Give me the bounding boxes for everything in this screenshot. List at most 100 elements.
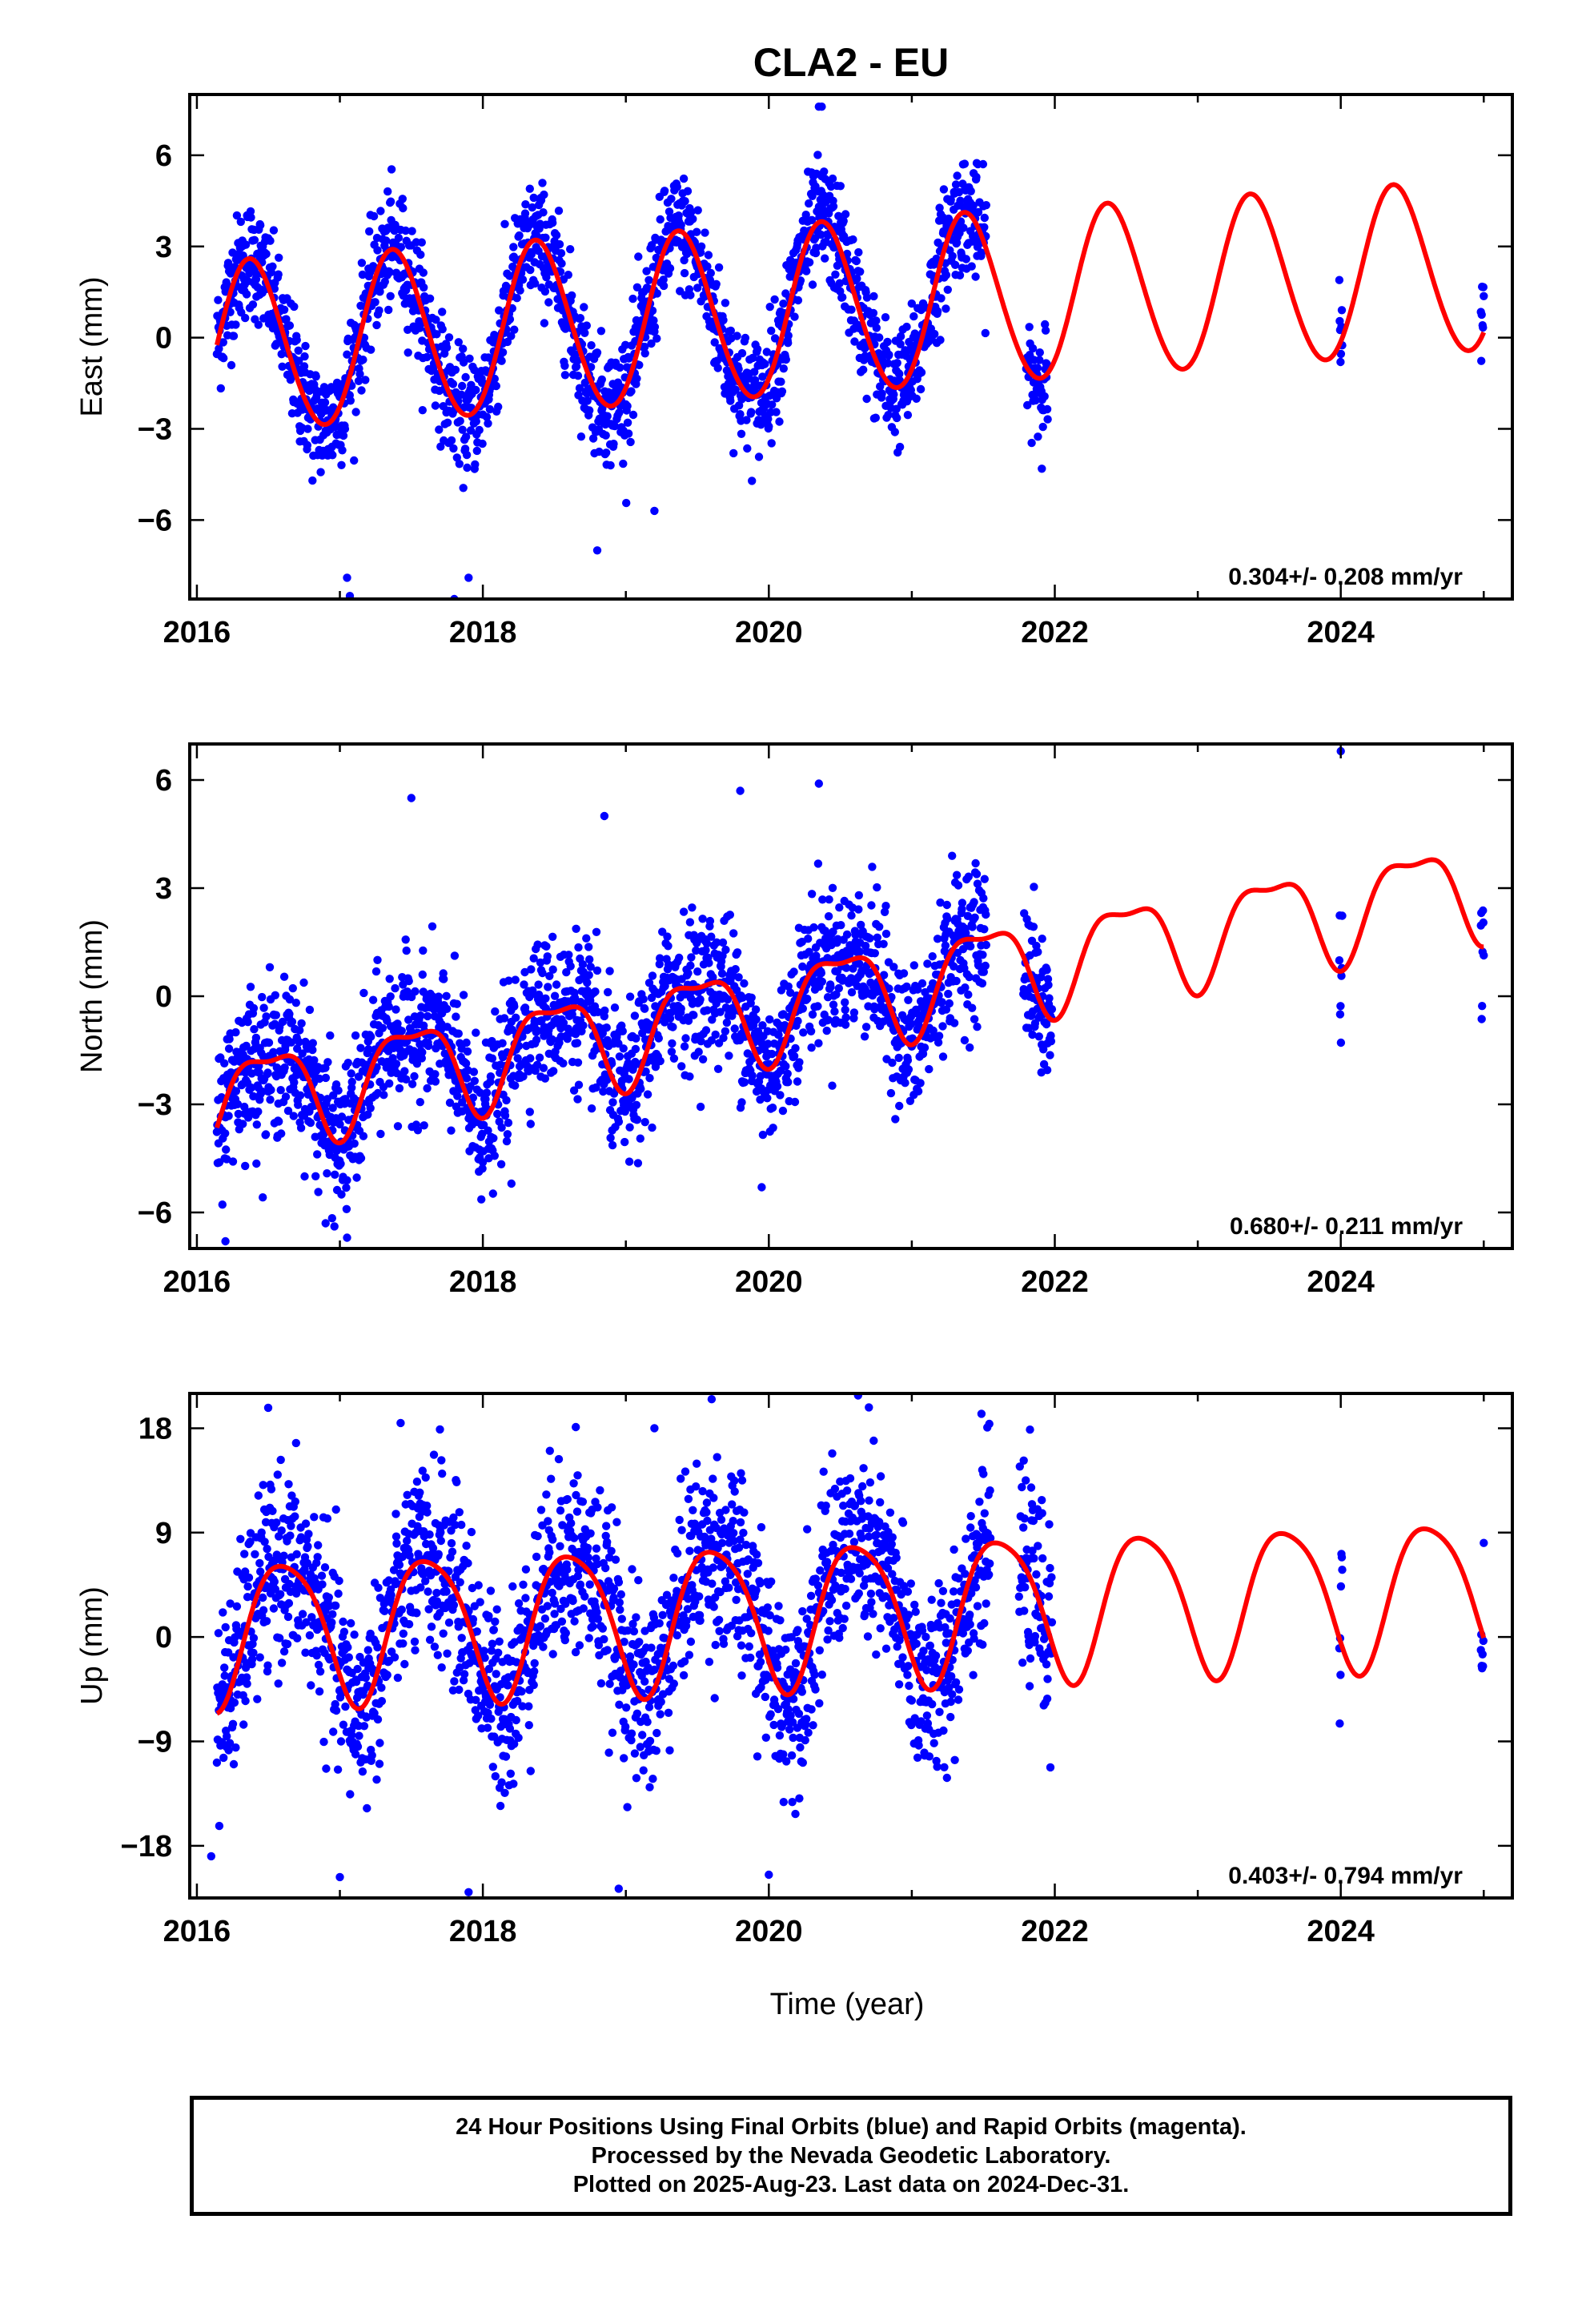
data-point: [222, 1145, 231, 1154]
x-tick-label: 2016: [163, 1265, 231, 1299]
data-point: [377, 1683, 386, 1692]
data-point: [579, 1021, 588, 1030]
data-point: [411, 987, 420, 996]
data-point: [1042, 1019, 1051, 1029]
data-point: [560, 361, 569, 370]
data-point: [542, 942, 551, 951]
data-point: [684, 1016, 693, 1025]
data-point: [854, 905, 863, 914]
data-point: [1478, 1002, 1487, 1011]
data-point: [600, 1006, 609, 1015]
data-point: [338, 446, 347, 455]
data-point: [1028, 344, 1038, 353]
data-point: [303, 424, 312, 433]
data-point: [566, 245, 575, 254]
velocity-label: 0.304+/- 0.208 mm/yr: [1228, 564, 1463, 590]
data-point: [503, 1130, 512, 1139]
data-point: [335, 1120, 344, 1129]
data-point: [713, 1064, 723, 1074]
data-point: [615, 1052, 624, 1061]
data-point: [459, 484, 468, 493]
data-point: [418, 1466, 427, 1475]
data-point: [767, 439, 776, 448]
data-point: [279, 1647, 289, 1656]
data-point: [1336, 1002, 1345, 1011]
data-point: [367, 1751, 376, 1760]
data-point: [939, 185, 949, 194]
data-point: [917, 979, 927, 988]
data-point: [731, 385, 740, 394]
data-point: [407, 794, 416, 802]
data-point: [404, 976, 413, 986]
data-point: [907, 1019, 916, 1028]
data-point: [320, 398, 330, 407]
data-point: [339, 1617, 347, 1626]
data-point: [980, 875, 990, 883]
data-point: [231, 1027, 240, 1037]
data-point: [496, 1801, 505, 1811]
data-point: [659, 281, 669, 291]
data-point: [599, 1087, 608, 1096]
data-point: [826, 983, 835, 991]
data-point: [301, 1648, 310, 1657]
data-point: [903, 411, 913, 420]
data-point: [950, 1019, 959, 1027]
data-point: [706, 268, 715, 278]
data-point: [685, 918, 695, 927]
data-point: [339, 431, 348, 440]
data-point: [869, 292, 878, 301]
data-point: [640, 1118, 649, 1127]
data-point: [468, 1614, 478, 1624]
data-point: [627, 387, 636, 396]
data-point: [538, 179, 547, 187]
data-point: [241, 1068, 250, 1077]
data-point: [434, 992, 443, 1001]
data-point: [472, 1695, 480, 1704]
data-point: [291, 999, 300, 1007]
data-point: [458, 425, 467, 434]
data-point: [343, 1642, 352, 1652]
data-point: [247, 213, 255, 222]
data-point: [285, 1010, 294, 1019]
data-point: [442, 991, 451, 1001]
data-point: [346, 396, 355, 405]
data-point: [424, 1041, 433, 1051]
data-point: [663, 932, 672, 941]
data-point: [683, 187, 693, 195]
data-point: [1047, 1005, 1057, 1014]
data-point: [506, 1769, 515, 1778]
data-point: [608, 1140, 617, 1150]
data-point: [263, 1544, 271, 1554]
data-point: [331, 1505, 340, 1514]
data-point: [214, 1629, 223, 1638]
data-point: [502, 1096, 511, 1105]
data-point: [510, 325, 519, 334]
data-point: [521, 1565, 531, 1574]
data-point: [1041, 320, 1050, 329]
data-point: [276, 1590, 285, 1598]
data-point: [978, 159, 988, 169]
data-point: [954, 881, 963, 890]
data-point: [452, 1012, 460, 1021]
data-point: [884, 411, 893, 420]
data-point: [1477, 310, 1486, 320]
data-point: [442, 1587, 451, 1596]
data-point: [423, 1508, 432, 1517]
y-tick-label: 3: [155, 872, 172, 906]
data-point: [236, 217, 245, 227]
x-tick-label: 2018: [449, 616, 517, 649]
data-point: [790, 1097, 800, 1107]
data-point: [404, 1620, 414, 1629]
data-point: [312, 1651, 321, 1660]
data-point: [459, 1676, 468, 1685]
data-point: [420, 1121, 428, 1130]
data-point: [583, 978, 592, 987]
data-point: [807, 890, 817, 899]
data-point: [578, 960, 588, 969]
data-point: [395, 1084, 404, 1093]
data-point: [650, 323, 660, 332]
data-point: [977, 248, 986, 257]
data-point: [738, 993, 747, 1003]
data-point: [474, 1581, 483, 1590]
data-point: [347, 1077, 356, 1087]
